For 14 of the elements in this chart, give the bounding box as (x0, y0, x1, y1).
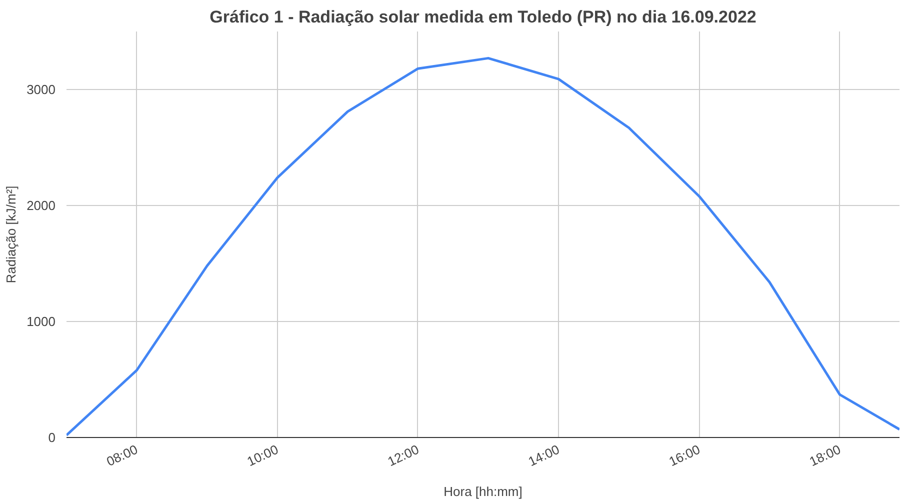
line-series (66, 56, 900, 436)
x-axis-title: Hora [hh:mm] (444, 484, 522, 499)
y-tick-label: 3000 (26, 82, 56, 97)
x-tick-label: 18:00 (807, 442, 843, 470)
chart-title: Gráfico 1 - Radiação solar medida em Toledo (PR) no dia 16.09.2022 (210, 8, 756, 26)
x-tick-label: 16:00 (666, 442, 702, 470)
y-tick-label: 1000 (26, 314, 56, 329)
x-tick-label: 10:00 (244, 442, 281, 470)
x-tick-label: 12:00 (385, 442, 422, 470)
y-tick-label: 2000 (26, 198, 56, 213)
y-tick-label: 0 (48, 430, 56, 445)
x-tick-label: 08:00 (104, 442, 140, 470)
x-tick-label: 14:00 (526, 442, 562, 470)
y-axis-title: Radiação [kJ/m²] (4, 186, 19, 284)
